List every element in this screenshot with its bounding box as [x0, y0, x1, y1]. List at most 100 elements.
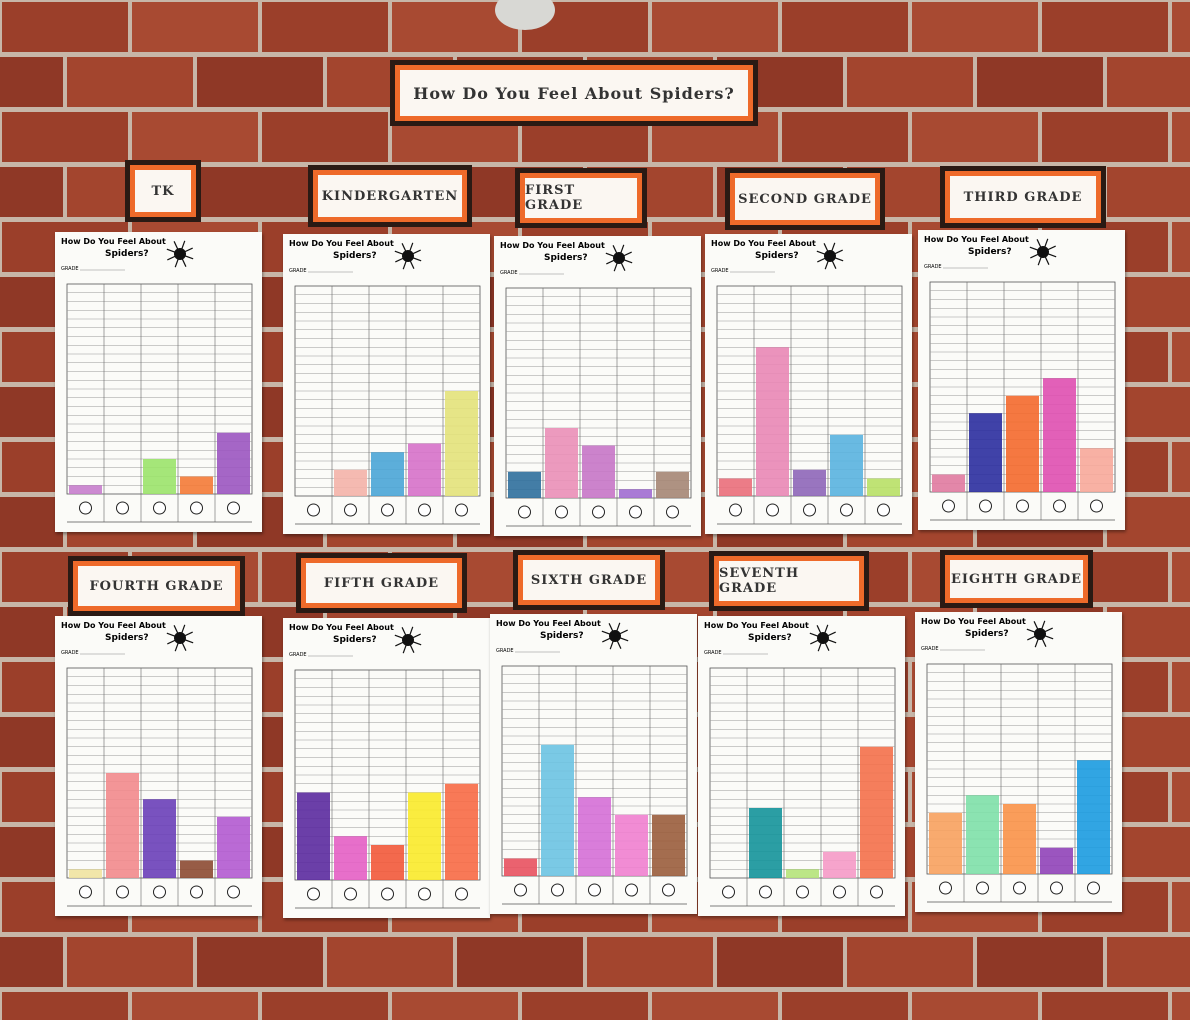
- grade-label: FIFTH GRADE: [306, 563, 457, 603]
- title: How Do You Feel About Spiders?: [400, 70, 748, 116]
- sheet-heading: How Do You Feel About: [704, 621, 809, 630]
- spider-leg: [179, 624, 186, 639]
- spider-leg: [614, 635, 629, 642]
- bar: [371, 845, 404, 880]
- sheet-heading: Spiders?: [968, 247, 1012, 257]
- face-icon: [1090, 499, 1103, 513]
- poster-chart: How Do You Feel About Spiders? GRADE: [496, 619, 688, 905]
- spider: [601, 622, 629, 650]
- bar: [504, 858, 537, 876]
- face-icon: [514, 883, 527, 897]
- spider-leg: [1033, 621, 1041, 635]
- spider: [809, 624, 837, 652]
- spider-leg: [1034, 633, 1041, 648]
- face-icon: [729, 503, 742, 517]
- face-icon: [455, 887, 468, 901]
- spider-leg: [829, 242, 836, 257]
- spider-leg: [1039, 620, 1046, 635]
- spider-leg: [618, 251, 632, 259]
- poster-chart: How Do You Feel About Spiders? GRADE: [921, 617, 1113, 903]
- spider: [1026, 620, 1054, 648]
- sign-frame: FIRST GRADE: [520, 173, 642, 223]
- spider-leg: [1039, 633, 1054, 640]
- face-icon: [116, 885, 129, 899]
- spider-leg: [1037, 251, 1044, 266]
- spider-leg: [179, 247, 193, 255]
- spider-leg: [179, 637, 187, 651]
- grade-label: TK: [135, 170, 191, 212]
- sheet-heading: How Do You Feel About: [924, 235, 1029, 244]
- spider-leg: [613, 257, 620, 272]
- bar: [508, 471, 541, 498]
- bar: [719, 478, 752, 496]
- bar: [932, 474, 965, 492]
- face-icon: [592, 505, 605, 519]
- face-icon: [759, 885, 772, 899]
- spider-leg: [816, 250, 831, 257]
- spider-leg: [407, 633, 421, 641]
- face-icon: [979, 499, 992, 513]
- sheet-heading: How Do You Feel About: [711, 239, 816, 248]
- face-icon: [803, 503, 816, 517]
- spider-leg: [179, 253, 187, 267]
- grade-label: SIXTH GRADE: [523, 560, 655, 600]
- bar: [143, 459, 176, 494]
- face-icon: [344, 887, 357, 901]
- grade-sign: KINDERGARTEN: [308, 165, 472, 227]
- bar: [217, 816, 250, 878]
- spider: [166, 624, 194, 652]
- sign-frame: THIRD GRADE: [945, 171, 1101, 223]
- bar: [217, 432, 250, 494]
- face-icon: [877, 503, 890, 517]
- spider-leg: [601, 630, 616, 637]
- face-icon: [662, 883, 675, 897]
- grade-label: SECOND GRADE: [735, 178, 875, 220]
- poster-chart: How Do You Feel About Spiders? GRADE: [924, 235, 1116, 521]
- spider-leg: [822, 631, 836, 639]
- bar: [69, 869, 102, 878]
- grade-field: GRADE: [61, 266, 79, 272]
- grade-field: GRADE: [289, 268, 307, 274]
- bar: [180, 476, 213, 494]
- grade-sign: SIXTH GRADE: [513, 550, 665, 610]
- sheet-heading: Spiders?: [748, 633, 792, 643]
- face-icon: [833, 885, 846, 899]
- spider: [166, 240, 194, 268]
- sheet-heading: How Do You Feel About: [500, 241, 605, 250]
- spider-leg: [1029, 246, 1044, 253]
- sheet-heading: Spiders?: [965, 629, 1009, 639]
- sign-frame: SIXTH GRADE: [518, 555, 660, 605]
- poster: How Do You Feel About Spiders? GRADE: [490, 614, 697, 914]
- spider-leg: [809, 632, 824, 639]
- spider-leg: [166, 248, 181, 255]
- spider-leg: [612, 245, 620, 259]
- spider-leg: [823, 243, 831, 257]
- spider-leg: [401, 243, 409, 257]
- grade-label: SEVENTH GRADE: [719, 561, 859, 601]
- face-icon: [976, 881, 989, 895]
- bar: [297, 792, 330, 880]
- spider: [605, 244, 633, 272]
- spider-leg: [402, 255, 409, 270]
- sheet-heading: Spiders?: [105, 633, 149, 643]
- spider-leg: [173, 241, 181, 255]
- spider-leg: [614, 629, 628, 637]
- spider-leg: [1042, 251, 1050, 265]
- spider-leg: [817, 637, 824, 652]
- bar: [582, 445, 615, 498]
- grade-label: FOURTH GRADE: [78, 566, 235, 606]
- face-icon: [153, 501, 166, 515]
- bar: [106, 773, 139, 878]
- face-icon: [418, 503, 431, 517]
- spider-leg: [179, 637, 194, 644]
- spider-leg: [822, 624, 829, 639]
- grade-sign: SEVENTH GRADE: [709, 551, 869, 611]
- spider-leg: [810, 637, 824, 645]
- poster: How Do You Feel About Spiders? GRADE: [705, 234, 912, 534]
- face-icon: [307, 503, 320, 517]
- face-icon: [840, 503, 853, 517]
- bar: [180, 860, 213, 878]
- poster: How Do You Feel About Spiders? GRADE: [283, 234, 490, 534]
- spider-leg: [618, 244, 625, 259]
